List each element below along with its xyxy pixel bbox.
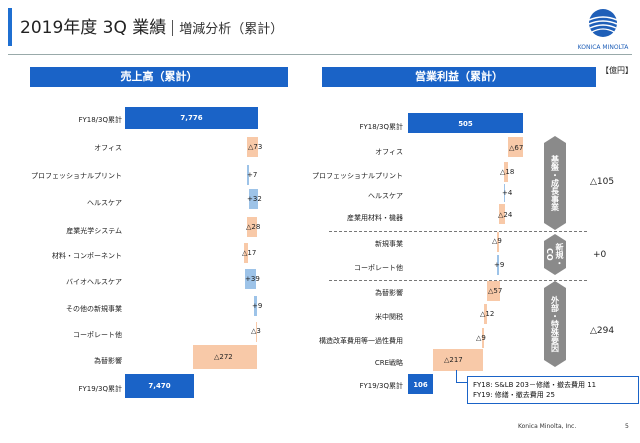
note-line-1: FY18: S&LB 203－修繕・撤去費用 11	[473, 381, 597, 389]
sales-value-materials: △17	[242, 249, 257, 257]
profit-value-restructuring: △9	[476, 334, 486, 342]
profit-bar-newbiz	[497, 232, 499, 252]
profit-value-cre: △217	[444, 356, 463, 364]
sales-bar-bio	[245, 269, 256, 289]
logo-wordmark: KONICA MINOLTA	[577, 44, 629, 51]
profit-value-office: △67	[509, 144, 524, 152]
sales-row-label: その他の新規事業	[66, 305, 122, 313]
sales-value-optics: △28	[246, 223, 261, 231]
konica-minolta-logo: KONICA MINOLTA	[572, 8, 634, 53]
profit-row-label: FY19/3Q累計	[359, 382, 403, 390]
profit-bar-fx	[487, 281, 500, 301]
profit-value-healthcare: +4	[502, 189, 513, 197]
sales-bar-newbiz	[254, 296, 257, 316]
group-divider	[329, 231, 587, 232]
page-title: 2019年度 3Q 業績 増減分析（累計）	[20, 13, 283, 38]
title-subtitle: 増減分析（累計）	[179, 22, 284, 37]
profit-value-newbiz: △9	[492, 237, 502, 245]
group-divider	[329, 280, 587, 281]
profit-row-label: 産業用材料・機器	[347, 214, 403, 222]
profit-bar-fy19	[408, 374, 433, 394]
profit-row-label: 米中関税	[375, 313, 403, 321]
footer-company: Konica Minolta, Inc.	[518, 423, 577, 430]
sales-row-label: コーポレート他	[73, 331, 122, 339]
profit-bar-industrial	[499, 204, 505, 224]
sales-row-label: 為替影響	[94, 357, 122, 365]
profit-bar-office	[508, 137, 523, 157]
sales-bar-fy18	[125, 107, 258, 129]
sales-value-pp: +7	[247, 171, 258, 179]
header-divider	[8, 54, 632, 55]
note-connector	[456, 382, 467, 383]
sales-row-label: 産業光学システム	[66, 227, 122, 235]
sales-row-label: プロフェッショナルプリント	[31, 172, 122, 180]
profit-row-label: 為替影響	[375, 289, 403, 297]
sales-value-bio: +39	[245, 275, 260, 283]
profit-row-label: CRE戦略	[374, 359, 403, 367]
profit-row-label: FY18/3Q累計	[359, 123, 403, 131]
title-accent-bar	[8, 8, 12, 46]
group-bracket-core: 基盤・成長事業	[544, 136, 566, 230]
profit-row-label: プロフェッショナルプリント	[312, 172, 403, 180]
sales-value-fy19: 7,470	[148, 382, 171, 390]
profit-row-label: 構造改革費用等一過性費用	[319, 337, 403, 345]
profit-bar-restructuring	[482, 328, 484, 348]
sales-value-corporate: △3	[251, 327, 261, 335]
unit-label: 【億円】	[601, 66, 633, 75]
title-separator	[172, 20, 174, 36]
sales-row-label: FY19/3Q累計	[78, 385, 122, 393]
profit-bar-cre	[433, 349, 483, 371]
profit-value-fy18: 505	[458, 120, 473, 128]
sales-bar-healthcare	[249, 189, 258, 209]
note-line-2: FY19: 修繕・撤去費用 25	[473, 391, 555, 399]
profit-value-industrial: △24	[498, 211, 513, 219]
profit-bar-healthcare	[504, 184, 505, 202]
group-total-core: △105	[590, 177, 615, 187]
profit-value-corporate: +9	[494, 261, 505, 269]
sales-value-healthcare: +32	[247, 195, 262, 203]
sales-bar-office	[247, 137, 258, 157]
sales-bar-materials	[244, 243, 248, 263]
group-bracket-external: 外部・特殊要因	[544, 281, 566, 367]
profit-panel-title: 営業利益（累計）	[322, 67, 596, 87]
profit-bar-corporate	[497, 255, 499, 275]
profit-value-fy19: 106	[413, 381, 428, 389]
sales-row-label: ヘルスケア	[87, 199, 122, 207]
sales-bar-optics	[247, 217, 257, 237]
sales-row-label: バイオヘルスケア	[66, 278, 122, 286]
profit-row-label: コーポレート他	[354, 264, 403, 272]
profit-bar-fy18	[408, 113, 523, 133]
profit-row-label: ヘルスケア	[368, 192, 403, 200]
sales-value-newbiz: +9	[252, 302, 263, 310]
group-total-external: △294	[590, 326, 615, 336]
sales-row-label: オフィス	[94, 144, 122, 152]
cre-note-box: FY18: S&LB 203－修繕・撤去費用 11 FY19: 修繕・撤去費用 …	[467, 376, 639, 404]
sales-panel-title: 売上高（累計）	[30, 67, 288, 87]
sales-value-office: △73	[248, 143, 263, 151]
profit-value-fx: △57	[488, 287, 503, 295]
group-bracket-newco: 新規・CO	[544, 234, 566, 275]
profit-row-label: 新規事業	[375, 240, 403, 248]
profit-bar-pp	[504, 162, 508, 182]
sales-row-label: 材料・コンポーネント	[52, 252, 122, 260]
page-number: 5	[625, 423, 629, 430]
title-text: 2019年度 3Q 業績	[20, 18, 167, 38]
group-total-newco: +0	[593, 250, 607, 260]
profit-value-tariff: △12	[480, 310, 495, 318]
globe-icon	[588, 9, 618, 37]
sales-bar-fx	[193, 345, 257, 369]
sales-bar-corporate	[256, 322, 257, 342]
sales-bar-pp	[247, 165, 249, 185]
sales-row-label: FY18/3Q累計	[78, 116, 122, 124]
profit-row-label: オフィス	[375, 148, 403, 156]
sales-value-fy18: 7,776	[180, 114, 203, 122]
sales-value-fx: △272	[214, 353, 233, 361]
note-connector	[456, 370, 457, 383]
profit-value-pp: △18	[500, 168, 515, 176]
sales-bar-fy19	[125, 374, 194, 398]
profit-bar-tariff	[484, 304, 487, 324]
